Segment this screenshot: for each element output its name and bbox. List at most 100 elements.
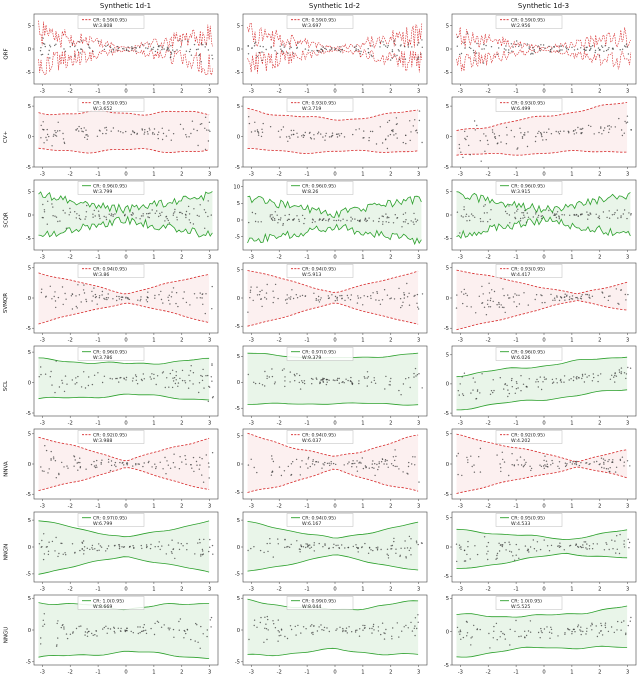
svg-text:1: 1 — [152, 421, 155, 427]
svg-text:0: 0 — [333, 172, 336, 178]
svg-text:0: 0 — [124, 89, 127, 95]
legend: CR: 0.96(0.95)W:3.915 — [495, 181, 563, 195]
legend: CR: 0.93(0.95)W:3.719 — [286, 98, 354, 112]
subplot-canvas: -3 -2 -1 0 1 2 3 -5 0 5 CR: 0.96(0.95)W:3.799 — [26, 179, 219, 261]
svg-text:-3: -3 — [458, 504, 463, 510]
svg-text:-5: -5 — [235, 235, 240, 241]
svg-text:5: 5 — [446, 432, 449, 438]
svg-text:-1: -1 — [96, 338, 101, 344]
svg-text:1: 1 — [152, 89, 155, 95]
svg-text:-1: -1 — [514, 255, 519, 261]
col-title-1: Synthetic 1d-1 — [99, 2, 152, 10]
svg-text:W:6.499: W:6.499 — [511, 106, 530, 112]
svg-text:-5: -5 — [444, 326, 449, 332]
plot-row-nnva: NNVA -3 -2 -1 0 1 2 3 -5 0 5 CR: 0.92(0.95) W:3.988-… — [0, 427, 640, 510]
svg-text:3: 3 — [417, 587, 420, 593]
svg-text:2: 2 — [180, 421, 183, 427]
svg-text:0: 0 — [446, 47, 449, 53]
svg-text:0: 0 — [542, 172, 545, 178]
subplot-r7-c3: -3 -2 -1 0 1 2 3 -5 0 5 CR: 0.95(0.95) W:4.533 — [431, 510, 640, 593]
svg-text:3: 3 — [208, 504, 211, 510]
svg-text:1: 1 — [361, 255, 364, 261]
svg-text:-3: -3 — [249, 89, 254, 95]
subplot-r8-c2: -3 -2 -1 0 1 2 3 -5 0 5 CR: 0.99(0.95) W:8.044 — [222, 593, 431, 676]
svg-text:5: 5 — [446, 104, 449, 110]
svg-text:10: 10 — [233, 185, 240, 191]
svg-text:CR: 0.93(0.95): CR: 0.93(0.95) — [511, 266, 545, 272]
scatter-points — [248, 614, 419, 643]
legend: CR: 0.97(0.95)W:6.799 — [77, 513, 145, 527]
legend: CR: 0.92(0.95)W:4.202 — [495, 430, 563, 444]
svg-text:0: 0 — [333, 587, 336, 593]
svg-text:-2: -2 — [68, 172, 73, 178]
svg-text:1: 1 — [570, 89, 573, 95]
subplot-canvas: -3 -2 -1 0 1 2 3 -5 0 5 CR: 0.59(0.95)W:2.956 — [444, 13, 637, 95]
svg-text:-5: -5 — [235, 406, 240, 412]
svg-text:0: 0 — [124, 670, 127, 676]
svg-text:-1: -1 — [305, 338, 310, 344]
svg-text:-5: -5 — [444, 663, 449, 669]
scatter-points — [458, 115, 632, 162]
svg-text:CR: 0.99(0.95): CR: 0.99(0.95) — [302, 598, 336, 604]
svg-text:-2: -2 — [486, 89, 491, 95]
svg-text:-5: -5 — [26, 165, 31, 171]
svg-text:CR: 0.96(0.95): CR: 0.96(0.95) — [511, 349, 545, 355]
svg-text:3: 3 — [626, 504, 629, 510]
svg-text:0: 0 — [446, 134, 449, 140]
svg-text:0: 0 — [124, 172, 127, 178]
svg-text:0: 0 — [542, 89, 545, 95]
svg-text:-3: -3 — [249, 670, 254, 676]
plot-row-qrf: QRF -3 -2 -1 0 1 2 3 -5 0 5 CR: 0.59(0.95) W:3.808 -3… — [0, 12, 640, 95]
svg-text:CR: 0.93(0.95): CR: 0.93(0.95) — [511, 100, 545, 106]
svg-text:-2: -2 — [277, 670, 282, 676]
svg-text:CR: 0.59(0.95): CR: 0.59(0.95) — [302, 17, 336, 23]
row-label-scqr: SCQR — [0, 178, 13, 261]
subplot-canvas: -3 -2 -1 0 1 2 3 -5 0 5 CR: 0.59(0.95)W:3.697 — [235, 13, 428, 95]
svg-text:-3: -3 — [458, 172, 463, 178]
subplot-canvas: -3 -2 -1 0 1 2 3 -5 0 5 CR: 0.93(0.95)W:6.499 — [444, 96, 637, 178]
subplot-r5-c1: -3 -2 -1 0 1 2 3 -5 0 5 CR: 0.96(0.95) W:3.786 — [13, 344, 222, 427]
svg-text:-3: -3 — [458, 338, 463, 344]
legend: CR: 0.94(0.95)W:6.037 — [286, 430, 354, 444]
svg-text:0: 0 — [237, 380, 240, 386]
svg-text:-5: -5 — [444, 574, 449, 580]
subplot-r5-c3: -3 -2 -1 0 1 2 3 -5 0 5 CR: 0.96(0.95) W:6.026 — [431, 344, 640, 427]
svg-text:1: 1 — [152, 587, 155, 593]
svg-text:-2: -2 — [486, 338, 491, 344]
svg-text:-3: -3 — [249, 172, 254, 178]
svg-text:W:6.167: W:6.167 — [302, 521, 321, 527]
svg-text:5: 5 — [446, 266, 449, 272]
legend: CR: 0.96(0.95)W:3.786 — [77, 347, 145, 361]
scatter-points — [247, 535, 423, 559]
svg-text:-1: -1 — [514, 504, 519, 510]
svg-text:5: 5 — [237, 518, 240, 524]
svg-text:CR: 1.0(0.95): CR: 1.0(0.95) — [511, 598, 542, 604]
svg-text:W:3.719: W:3.719 — [302, 106, 321, 112]
svg-text:3: 3 — [417, 421, 420, 427]
svg-text:1: 1 — [570, 587, 573, 593]
svg-text:5: 5 — [237, 201, 240, 207]
svg-text:-2: -2 — [486, 255, 491, 261]
svg-text:-1: -1 — [96, 255, 101, 261]
svg-text:-3: -3 — [40, 421, 45, 427]
scatter-points — [456, 32, 630, 64]
svg-text:2: 2 — [389, 255, 392, 261]
subplot-canvas: -3 -2 -1 0 1 2 3 -5 0 5 CR: 0.93(0.95)W:3.652 — [26, 96, 219, 178]
svg-text:-1: -1 — [96, 670, 101, 676]
svg-text:3: 3 — [417, 504, 420, 510]
subplot-canvas: -3 -2 -1 0 1 2 3 -5 0 5 CR: 0.92(0.95)W:3.988 — [26, 428, 219, 510]
svg-text:1: 1 — [361, 421, 364, 427]
svg-text:-3: -3 — [458, 421, 463, 427]
subplot-r8-c1: -3 -2 -1 0 1 2 3 -5 0 5 CR: 1.0(0.95) W:8.669 — [13, 593, 222, 676]
svg-text:2: 2 — [598, 421, 601, 427]
svg-text:3: 3 — [626, 421, 629, 427]
svg-text:0: 0 — [237, 628, 240, 634]
svg-text:1: 1 — [361, 504, 364, 510]
subplot-canvas: -3 -2 -1 0 1 2 3 -5 0 5 CR: 0.94(0.95)W:5.913 — [235, 262, 428, 344]
scatter-points — [40, 284, 213, 315]
scatter-points — [248, 211, 419, 228]
svg-text:3: 3 — [208, 421, 211, 427]
plot-row-cv: CV+ -3 -2 -1 0 1 2 3 -5 0 5 CR: 0.93(0.95) W:3.652 -3… — [0, 95, 640, 178]
svg-text:-5: -5 — [444, 70, 449, 76]
scatter-points — [457, 366, 632, 400]
